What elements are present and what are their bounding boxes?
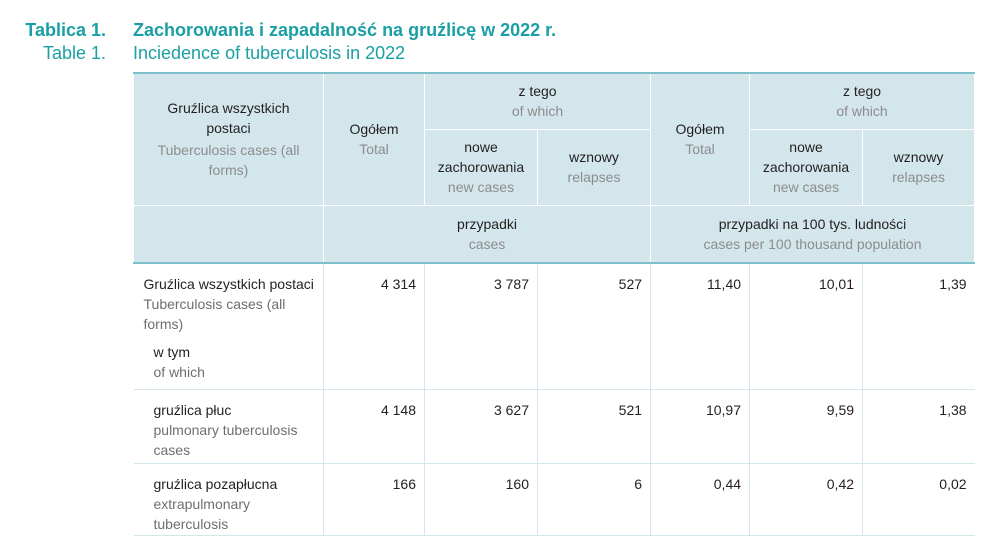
header-of-which-pl: z tego [842,83,882,100]
header-new-en: new cases [447,179,515,195]
cell-relapses-rate: 0,02 [862,463,975,535]
header-category-en: Tuberculosis cases (all forms) [157,142,300,179]
header-unit-cases: przypadki cases [322,204,652,264]
table-body: Gruźlica wszystkich postaci Tuberculosis… [133,263,975,535]
cell-relapses: 6 [536,463,651,535]
header-relapses-pl: wznowy [569,149,619,165]
header-unit-rate: przypadki na 100 tys. ludności cases per… [650,204,976,264]
row-label-en: extrapulmonary tuberculosis [153,495,251,532]
header-of-which-en: of which [836,103,888,120]
header-of-which-cases: z tego of which [423,72,652,130]
row-label-pl: gruźlica płuc [153,401,232,418]
cell-new-rate: 9,59 [749,389,863,463]
cell-new-rate: 10,01 [749,263,863,389]
header-new-cases: nowe zachorowania new cases [424,128,538,206]
row-label-pl: Gruźlica wszystkich postaci [143,276,314,292]
cell-total-rate: 10,97 [650,389,750,463]
table-row: gruźlica płuc pulmonary tuberculosis cas… [133,389,975,463]
row-label: Gruźlica wszystkich postaci Tuberculosis… [134,263,324,389]
header-new-en: new cases [772,179,840,195]
header-new-pl: nowe zachorowania [762,139,850,175]
header-new-rate: nowe zachorowania new cases [749,128,864,206]
cell-relapses-rate: 1,39 [862,263,975,389]
table-number-en: Table 1. [42,43,106,63]
header-relapses: wznowy relapses [536,128,652,206]
table-row: Gruźlica wszystkich postaci Tuberculosis… [133,263,975,389]
header-relapses-en: relapses [567,169,621,185]
header-total-cases: Ogółem Total [323,72,425,206]
header-category: Gruźlica wszystkich postaci Tuberculosis… [133,72,324,206]
header-total-pl: Ogółem [675,121,725,138]
header-category-pl: Gruźlica wszystkich postaci [167,100,290,137]
header-relapses-en: relapses [892,169,945,185]
header-of-which-pl: z tego [518,83,557,100]
header-total-en: Total [685,141,715,158]
table-title-pl: Zachorowania i zapadalność na gruźlicę w… [133,20,557,40]
header-per100k-en: cases per 100 thousand population [703,235,922,252]
header-of-which-en: of which [511,103,564,120]
header-cases-en: cases [468,235,506,252]
header-total-rate: Ogółem Total [650,72,751,206]
cell-relapses: 527 [536,263,651,389]
cell-total-rate: 0,44 [650,463,750,535]
table-header: Gruźlica wszystkich postaci Tuberculosis… [133,72,976,264]
cell-total-cases: 4 148 [323,389,425,463]
header-relapses-rate: wznowy relapses [862,128,976,206]
row-label-en: pulmonary tuberculosis cases [153,421,298,458]
row-label-pl: gruźlica pozapłucna [153,475,278,492]
row-sublabel-en: of which [153,364,205,380]
header-of-which-rate: z tego of which [749,72,976,130]
row-label-en: Tuberculosis cases (all forms) [143,296,286,332]
header-relapses-pl: wznowy [893,149,944,165]
header-blank [133,204,324,264]
cell-total-cases: 4 314 [323,263,425,389]
header-total-en: Total [359,141,389,158]
cell-new-cases: 3 787 [424,263,538,389]
table-row: gruźlica pozapłucna extrapulmonary tuber… [133,463,975,535]
table-number-pl: Tablica 1. [25,20,106,40]
cell-total-rate: 11,40 [650,263,750,389]
tuberculosis-table: Gruźlica wszystkich postaci Tuberculosis… [133,72,976,536]
row-label: gruźlica pozapłucna extrapulmonary tuber… [134,463,324,535]
cell-new-cases: 160 [424,463,538,535]
row-sublabel-pl: w tym [153,344,191,360]
cell-new-cases: 3 627 [424,389,538,463]
header-new-pl: nowe zachorowania [437,139,525,175]
header-total-pl: Ogółem [349,121,399,138]
cell-total-cases: 166 [323,463,425,535]
cell-new-rate: 0,42 [749,463,863,535]
cell-relapses-rate: 1,38 [862,389,975,463]
table-title-en: Inciedence of tuberculosis in 2022 [133,43,406,63]
header-cases-pl: przypadki [457,215,517,232]
header-per100k-pl: przypadki na 100 tys. ludności [718,215,907,232]
cell-relapses: 521 [536,389,651,463]
row-label: gruźlica płuc pulmonary tuberculosis cas… [134,389,324,463]
